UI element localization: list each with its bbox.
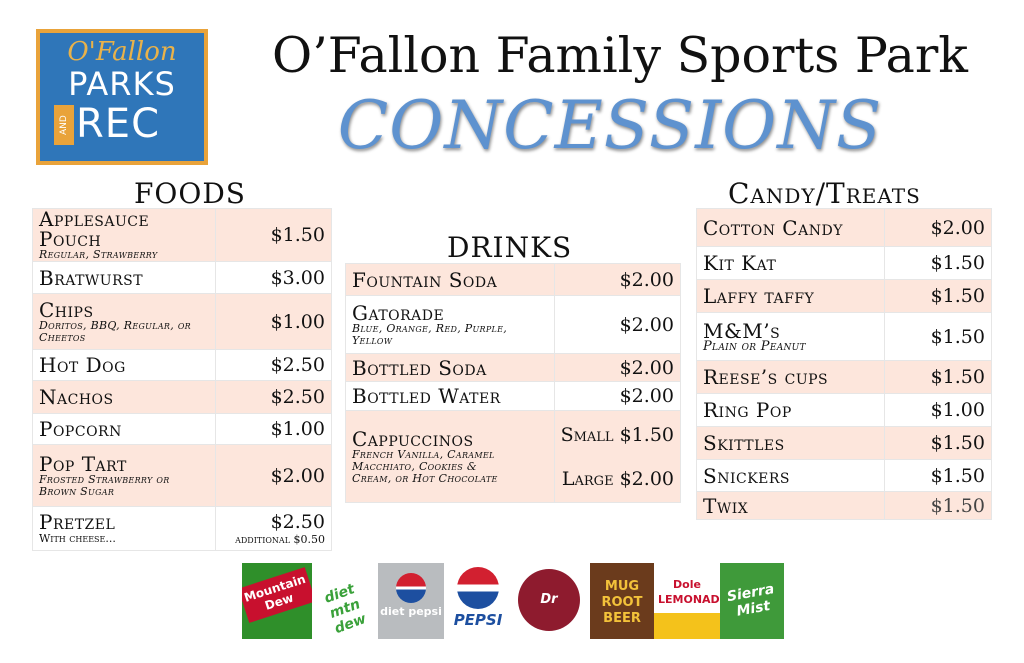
item-name: Nachos bbox=[39, 385, 114, 409]
pepsi-globe-icon bbox=[457, 567, 499, 609]
menu-row: Hot Dog $2.50 bbox=[32, 349, 332, 381]
item-description: Blue, Orange, Red, Purple, Yellow bbox=[352, 321, 508, 347]
page-subtitle: CONCESSIONS bbox=[337, 87, 883, 164]
menu-row: Twix $1.50 bbox=[696, 491, 992, 520]
logo-rec-text: REC bbox=[76, 101, 160, 147]
menu-row: M&M’s Plain or Peanut $1.50 bbox=[696, 312, 992, 361]
menu-row: Skittles $1.50 bbox=[696, 426, 992, 460]
item-price-large: Large $2.00 bbox=[561, 467, 674, 490]
item-name: Cotton Candy bbox=[703, 215, 843, 240]
item-description: French Vanilla, Caramel Macchiato, Cooki… bbox=[352, 447, 498, 485]
item-price: $1.50 bbox=[215, 208, 332, 262]
item-price: $2.50 bbox=[215, 349, 332, 381]
item-price: $1.00 bbox=[884, 393, 992, 427]
item-name: M&M’s bbox=[703, 318, 781, 343]
logo-script-text: O'Fallon bbox=[67, 37, 177, 67]
item-price: $3.00 bbox=[215, 261, 332, 294]
menu-row: Gatorade Blue, Orange, Red, Purple, Yello… bbox=[345, 295, 682, 354]
mountain-dew-logo: Mountain Dew bbox=[242, 563, 312, 639]
item-price: $2.00 bbox=[884, 208, 992, 247]
item-description: Frosted Strawberry or Brown Sugar bbox=[39, 472, 170, 498]
item-price: $2.50 bbox=[215, 380, 332, 414]
item-price: $1.00 bbox=[215, 293, 332, 350]
item-price: $1.50 bbox=[884, 491, 992, 520]
item-price: $1.50 bbox=[884, 426, 992, 460]
item-name: Bottled Water bbox=[352, 384, 501, 408]
item-name: Ring Pop bbox=[703, 398, 792, 422]
item-description: Regular, Strawberry bbox=[39, 248, 158, 261]
item-price: $1.50 bbox=[884, 459, 992, 492]
sierra-mist-logo: Sierra Mist bbox=[720, 563, 784, 639]
item-price-note: additional $0.50 bbox=[235, 533, 325, 546]
item-price: $2.00 bbox=[553, 295, 682, 354]
item-name: Snickers bbox=[703, 463, 791, 488]
item-name: Popcorn bbox=[39, 417, 122, 441]
item-description: Doritos, BBQ, Regular, or Cheetos bbox=[39, 318, 192, 344]
item-name: Skittles bbox=[703, 431, 785, 455]
menu-row: Fountain Soda $2.00 bbox=[345, 263, 682, 296]
item-name: Gatorade bbox=[352, 300, 445, 325]
menu-row: Bratwurst $3.00 bbox=[32, 261, 332, 294]
item-price: $2.00 bbox=[553, 263, 682, 296]
dr-pepper-logo: Dr Pepper bbox=[514, 563, 584, 639]
item-price: $1.50 bbox=[884, 360, 992, 394]
item-price-small: Small $1.50 bbox=[560, 423, 674, 446]
menu-row: Reese’s cups $1.50 bbox=[696, 360, 992, 394]
menu-row: Nachos $2.50 bbox=[32, 380, 332, 414]
pepsi-logo: PEPSI bbox=[446, 563, 510, 639]
parks-and-rec-logo: O'Fallon PARKS AND REC bbox=[36, 29, 208, 165]
dole-lemonade-logo: Dole LEMONADE bbox=[654, 563, 720, 639]
item-name: Laffy taffy bbox=[703, 284, 815, 308]
menu-row: Ring Pop $1.00 bbox=[696, 393, 992, 427]
menu-row: Popcorn $1.00 bbox=[32, 413, 332, 445]
menu-row: Kit Kat $1.50 bbox=[696, 246, 992, 280]
foods-table: Applesauce Pouch Regular, Strawberry $1.5… bbox=[32, 208, 332, 551]
menu-row: Snickers $1.50 bbox=[696, 459, 992, 492]
item-name: Kit Kat bbox=[703, 251, 777, 275]
item-name: Cappuccinos bbox=[352, 426, 474, 451]
candy-table: Cotton Candy $2.00 Kit Kat $1.50 Laffy t… bbox=[696, 208, 992, 520]
menu-row: Cappuccinos French Vanilla, Caramel Macch… bbox=[345, 410, 682, 503]
item-price: $2.00 bbox=[553, 353, 682, 382]
menu-row: Bottled Water $2.00 bbox=[345, 381, 682, 411]
item-name: Hot Dog bbox=[39, 353, 126, 377]
menu-row: Cotton Candy $2.00 bbox=[696, 208, 992, 247]
item-price: $1.50 bbox=[884, 279, 992, 313]
item-name: Twix bbox=[703, 493, 749, 518]
item-name: Bratwurst bbox=[39, 265, 144, 290]
item-price: $2.50 bbox=[270, 511, 325, 533]
item-price: $1.50 bbox=[884, 246, 992, 280]
item-name: Chips bbox=[39, 297, 94, 322]
item-price: $2.00 bbox=[215, 444, 332, 507]
page-title: O’Fallon Family Sports Park bbox=[272, 27, 968, 84]
item-name: Bottled Soda bbox=[352, 355, 487, 380]
pepsi-globe-icon bbox=[396, 573, 426, 603]
menu-row: Chips Doritos, BBQ, Regular, or Cheetos $… bbox=[32, 293, 332, 350]
item-description: Plain or Peanut bbox=[703, 338, 806, 354]
logo-and-text: AND bbox=[54, 105, 74, 145]
diet-pepsi-logo: diet pepsi bbox=[378, 563, 444, 639]
item-price: $1.00 bbox=[215, 413, 332, 445]
foods-heading: FOODS bbox=[134, 177, 246, 210]
diet-mtn-dew-logo: diet mtn dew bbox=[312, 563, 378, 639]
logo-parks-text: PARKS bbox=[68, 65, 176, 103]
menu-row: Pretzel With cheese... $2.50 additional $0… bbox=[32, 506, 332, 551]
menu-row: Pop Tart Frosted Strawberry or Brown Suga… bbox=[32, 444, 332, 507]
item-price: $2.00 bbox=[553, 381, 682, 411]
item-name: Pretzel bbox=[39, 510, 116, 534]
drinks-heading: DRINKS bbox=[447, 231, 573, 264]
item-name: Reese’s cups bbox=[703, 365, 829, 389]
item-name: Pop Tart bbox=[39, 451, 127, 476]
menu-row: Laffy taffy $1.50 bbox=[696, 279, 992, 313]
drinks-table: Fountain Soda $2.00 Gatorade Blue, Orange… bbox=[345, 263, 682, 503]
candy-heading: Candy/Treats bbox=[728, 177, 921, 210]
item-name: Fountain Soda bbox=[352, 267, 498, 292]
item-description: With cheese... bbox=[39, 532, 116, 545]
item-price: $1.50 bbox=[884, 312, 992, 361]
menu-row: Bottled Soda $2.00 bbox=[345, 353, 682, 382]
item-name: Applesauce Pouch bbox=[39, 207, 150, 251]
mug-root-beer-logo: MUG ROOT BEER bbox=[590, 563, 654, 639]
menu-row: Applesauce Pouch Regular, Strawberry $1.5… bbox=[32, 207, 332, 262]
